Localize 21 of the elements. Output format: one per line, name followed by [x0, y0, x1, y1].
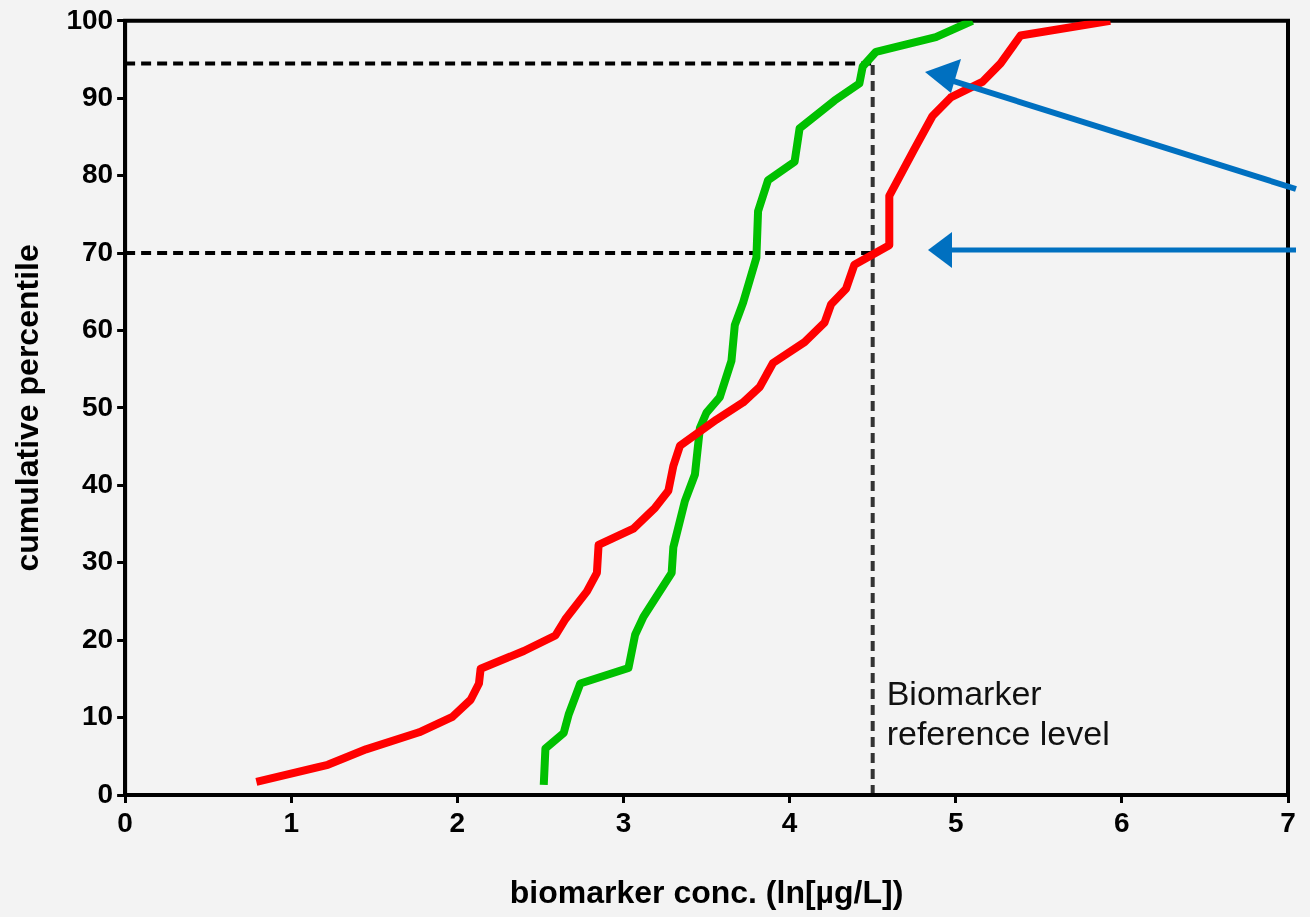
y-tick-label: 100 — [66, 3, 114, 35]
y-axis-title: cumulative percentile — [9, 244, 46, 572]
y-tick-label: 70 — [81, 235, 114, 267]
y-tick-label: 80 — [81, 158, 114, 190]
x-tick-label: 7 — [1280, 806, 1296, 838]
y-tick-label: 60 — [81, 313, 114, 345]
x-tick-label: 3 — [615, 806, 632, 838]
y-tick-label: 30 — [81, 545, 114, 577]
y-tick-label: 40 — [81, 468, 114, 500]
x-axis-title: biomarker conc. (ln[µg/L]) — [509, 873, 904, 910]
x-tick-label: 4 — [781, 806, 798, 838]
y-tick-label: 10 — [81, 700, 114, 732]
y-tick-label: 50 — [81, 390, 114, 422]
x-tick-label: 5 — [947, 806, 964, 838]
y-tick-label: 0 — [97, 777, 114, 809]
y-tick-label: 90 — [81, 80, 114, 112]
x-tick-label: 1 — [283, 806, 300, 838]
ref-line-label: Biomarker reference level — [886, 674, 1110, 752]
x-tick-label: 2 — [449, 806, 466, 838]
y-tick-label: 20 — [81, 622, 114, 654]
x-tick-label: 6 — [1114, 806, 1130, 838]
